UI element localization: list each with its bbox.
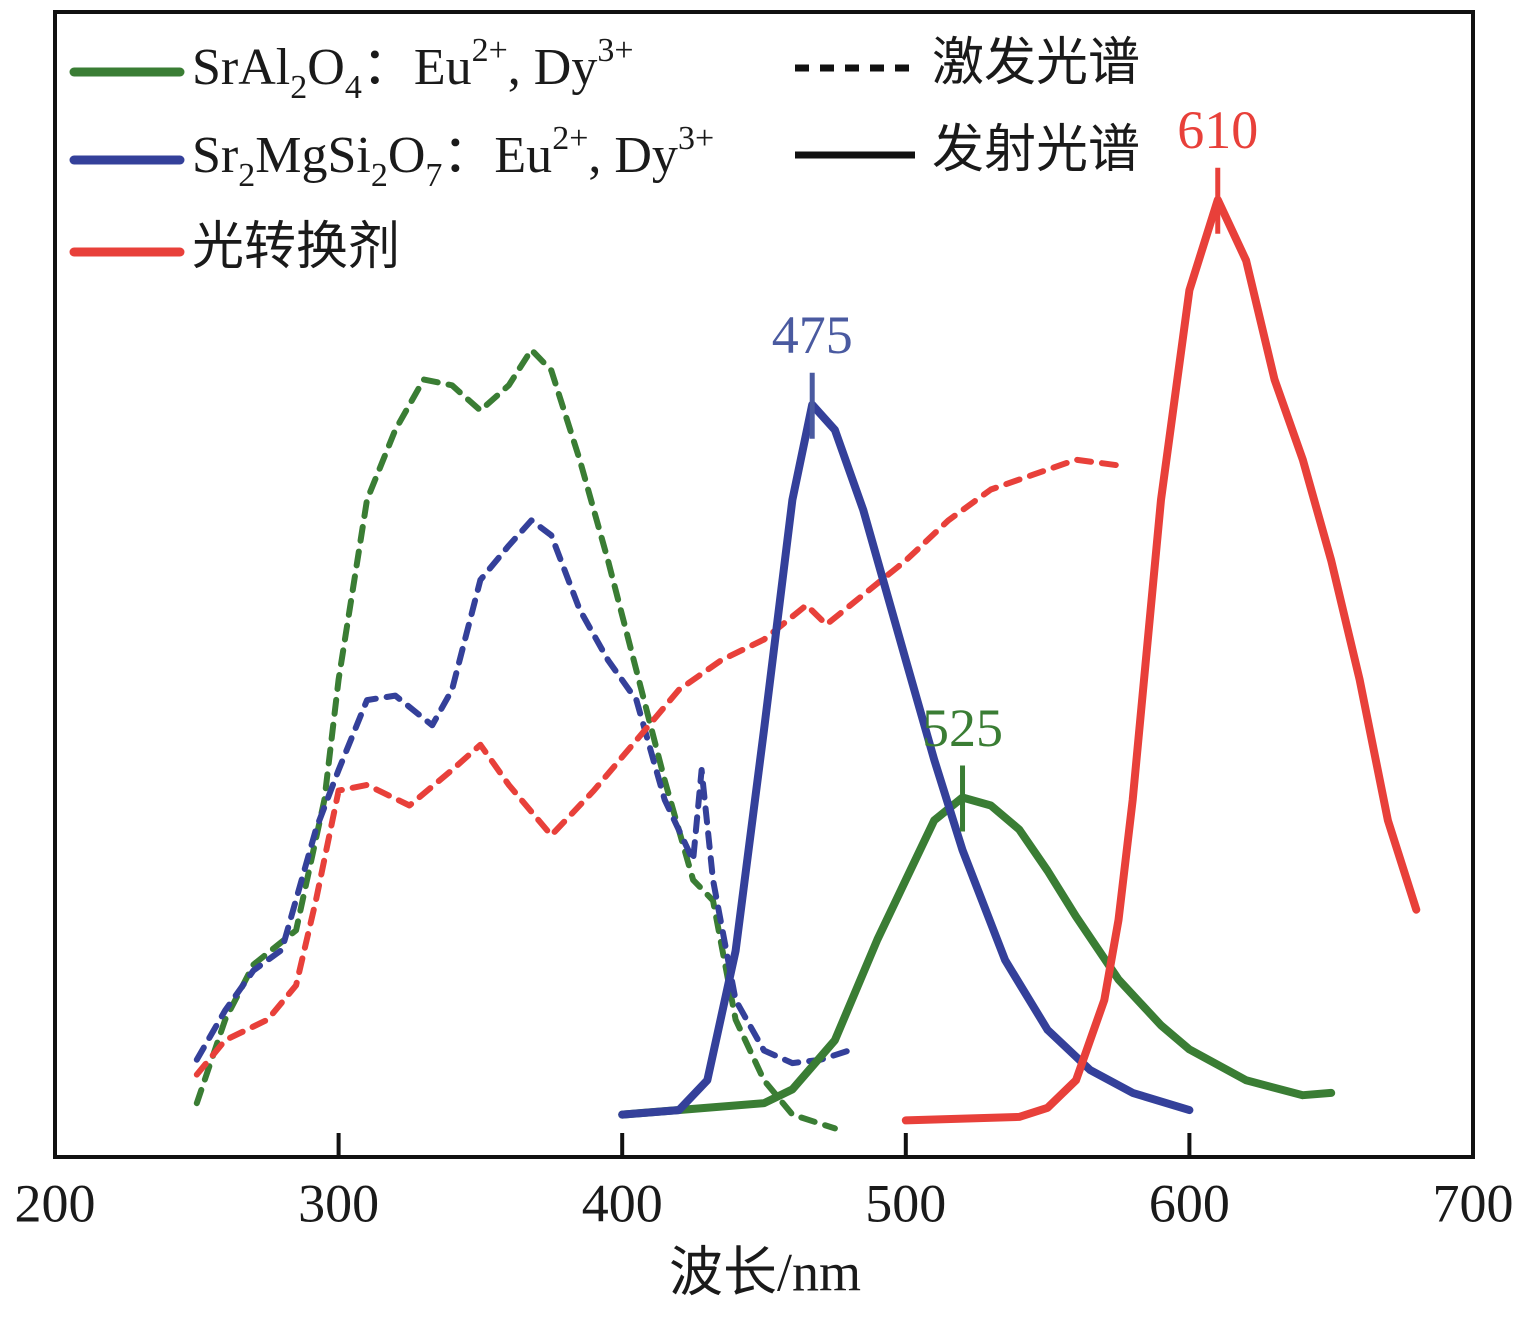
text-part: ：Eu [442,127,552,184]
text-part: 3+ [597,32,633,69]
excitation-line [193,456,1122,1078]
peak-label: 525 [922,698,1003,758]
x-tick-label: 300 [298,1173,379,1233]
text-part: , Dy [508,39,598,96]
text-part: Sr [192,127,238,184]
text-part: 7 [425,157,442,194]
text-part: 光转换剂 [192,219,400,276]
x-tick-label: 500 [865,1173,946,1233]
x-tick-label: 400 [582,1173,663,1233]
legend-label: 发射光谱 [932,122,1140,179]
text-part: 3+ [678,120,714,157]
peak-label: 610 [1177,100,1258,160]
text-part: 2 [371,157,388,194]
text-part: 2+ [552,120,588,157]
text-part: O [388,127,426,184]
text-part: 2+ [472,32,508,69]
plot-frame [53,10,1475,1159]
text-part: 4 [345,69,362,106]
emission-line [618,793,1336,1119]
text-part: O [307,39,345,96]
emission-line [618,400,1194,1119]
x-tick-label: 200 [15,1173,96,1233]
legend-label: 激发光谱 [932,35,1140,92]
legend-label: 光转换剂 [192,219,400,276]
text-part: SrAl [192,39,290,96]
text-part: MgSi [255,127,371,184]
x-tick-label: 700 [1433,1173,1514,1233]
text-part: 2 [238,157,255,194]
x-axis-label: 波长/nm [669,1242,861,1302]
legend-label: Sr2MgSi2O7：Eu2+, Dy3+ [192,120,714,194]
emission-line [901,195,1421,1125]
legend-label: SrAl2O4：Eu2+, Dy3+ [192,32,634,106]
peak-label: 475 [772,305,853,365]
x-tick-label: 600 [1149,1173,1230,1233]
text-part: 2 [290,69,307,106]
text-part: ：Eu [362,39,472,96]
text-part: , Dy [588,127,678,184]
